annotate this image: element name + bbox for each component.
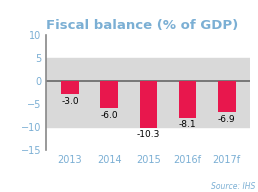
Bar — [46, 58, 250, 127]
Text: Source: IHS: Source: IHS — [211, 182, 255, 191]
Text: -6.0: -6.0 — [100, 111, 118, 120]
Text: -8.1: -8.1 — [179, 120, 196, 129]
Bar — [61, 81, 79, 94]
Text: -6.9: -6.9 — [218, 115, 236, 124]
Bar — [218, 81, 236, 113]
Text: Fiscal balance (% of GDP): Fiscal balance (% of GDP) — [46, 19, 239, 32]
Bar — [100, 81, 118, 108]
Text: -3.0: -3.0 — [61, 97, 79, 106]
Bar — [140, 81, 157, 128]
Text: -10.3: -10.3 — [137, 130, 160, 139]
Bar — [179, 81, 196, 118]
